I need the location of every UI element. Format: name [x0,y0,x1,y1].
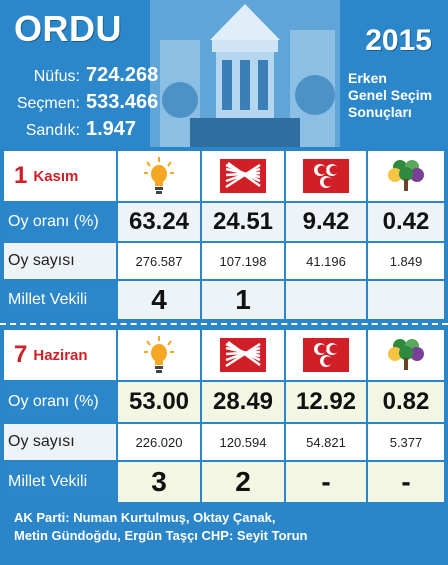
footer-line: AK Parti: Numan Kurtulmuş, Oktay Çanak, [14,510,276,525]
value-cell: 24.51 [202,203,284,241]
value-cell: 120.594 [202,424,284,460]
stat-population: Nüfus: 724.268 [6,64,176,91]
value-cell: 54.821 [286,424,366,460]
stat-value: 533.466 [86,91,159,113]
value-cell: 1 [202,281,284,319]
akp-bulb-icon [118,151,200,201]
city-stats: Nüfus: 724.268 Seçmen: 533.466 Sandık: 1… [6,64,176,145]
akp-bulb-icon [118,330,200,380]
subtitle-line: Sonuçları [348,104,412,120]
hdp-tree-icon [368,330,444,380]
value-cell: 41.196 [286,243,366,279]
section-nov-1: 1 Kasım Oy oranı (%) 63.24 24.51 9.42 0.… [4,151,444,321]
date-number: 1 [14,162,28,189]
date-label: 1 Kasım [4,151,116,201]
date-label: 7 Haziran [4,330,116,380]
stat-voters: Seçmen: 533.466 [6,91,176,118]
value-cell: - [286,462,366,502]
value-cell: 0.42 [368,203,444,241]
row-label: Millet Vekili [4,281,116,319]
stat-ballot-boxes: Sandık: 1.947 [6,118,176,145]
value-cell: 0.82 [368,382,444,422]
seats-row: Millet Vekili 4 1 [4,281,444,319]
value-cell: 4 [118,281,200,319]
hdp-tree-icon [368,151,444,201]
value-cell [286,281,366,319]
share-row: Oy oranı (%) 63.24 24.51 9.42 0.42 [4,203,444,241]
footer-line: Metin Gündoğdu, Ergün Taşçı CHP: Seyit T… [14,528,308,543]
date-month: Kasım [33,167,79,185]
date-month: Haziran [33,346,88,364]
votes-row: Oy sayısı 226.020 120.594 54.821 5.377 [4,424,444,460]
share-row: Oy oranı (%) 53.00 28.49 12.92 0.82 [4,382,444,422]
stat-value: 1.947 [86,118,137,140]
section-jun-7: 7 Haziran Oy oranı (%) 53.00 28.49 12.92… [4,330,444,505]
value-cell [368,281,444,319]
stat-label: Nüfus: [33,68,80,85]
value-cell: 5.377 [368,424,444,460]
value-cell: 1.849 [368,243,444,279]
value-cell: 28.49 [202,382,284,422]
value-cell: 226.020 [118,424,200,460]
value-cell: 53.00 [118,382,200,422]
value-cell: - [368,462,444,502]
seats-row: Millet Vekili 3 2 - - [4,462,444,502]
value-cell: 107.198 [202,243,284,279]
votes-row: Oy sayısı 276.587 107.198 41.196 1.849 [4,243,444,279]
clock-tower-photo [150,0,340,147]
stat-label: Seçmen: [16,95,80,112]
subtitle-line: Erken [348,70,387,86]
header: ORDU Nüfus: 724.268 Seçmen: 533.466 Sand… [0,0,448,147]
mhp-three-crescents-icon [286,330,366,380]
value-cell: 276.587 [118,243,200,279]
date-number: 7 [14,341,28,368]
value-cell: 9.42 [286,203,366,241]
value-cell: 2 [202,462,284,502]
chp-six-arrows-icon [202,151,284,201]
row-label: Oy oranı (%) [4,382,116,422]
subtitle-line: Genel Seçim [348,87,433,103]
chp-six-arrows-icon [202,330,284,380]
row-label: Millet Vekili [4,462,116,502]
city-name: ORDU [14,8,122,49]
mhp-three-crescents-icon [286,151,366,201]
row-label: Oy oranı (%) [4,203,116,241]
row-label: Oy sayısı [4,424,116,460]
subtitle: Erken Genel Seçim Sonuçları [348,70,444,121]
stat-value: 724.268 [86,64,159,86]
elected-deputies: AK Parti: Numan Kurtulmuş, Oktay Çanak, … [14,509,434,545]
dashed-divider [0,323,448,325]
value-cell: 63.24 [118,203,200,241]
election-year: 2015 [365,24,432,57]
stat-label: Sandık: [25,122,80,139]
value-cell: 12.92 [286,382,366,422]
value-cell: 3 [118,462,200,502]
row-label: Oy sayısı [4,243,116,279]
